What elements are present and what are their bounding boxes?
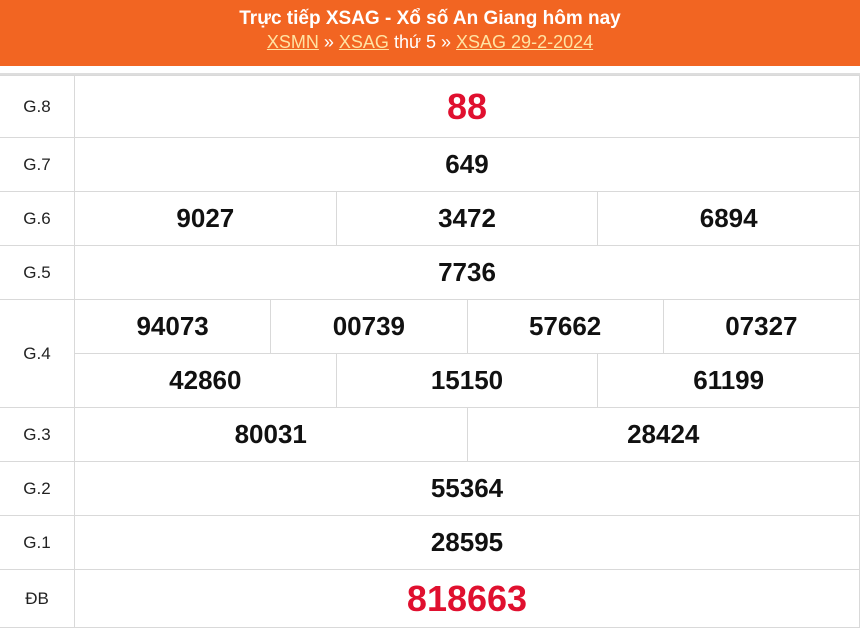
prize-label: G.5 <box>0 245 75 300</box>
prize-number: 15150 <box>335 354 598 407</box>
prize-number: 94073 <box>136 311 209 341</box>
prize-row-g3: G.3 80031 28424 <box>0 407 860 462</box>
breadcrumb: XSMN » XSAG thứ 5 » XSAG 29-2-2024 <box>0 30 860 54</box>
prize-row-g6: G.6 9027 3472 6894 <box>0 191 860 246</box>
prize-label: G.7 <box>0 137 75 192</box>
prize-number: 80031 <box>234 419 307 449</box>
prize-number: 55364 <box>74 461 860 516</box>
prize-number: 00739 <box>270 300 466 353</box>
header: Trực tiếp XSAG - Xổ số An Giang hôm nay … <box>0 0 860 66</box>
results-table: G.8 88 G.7 649 G.6 9027 3472 6894 G.5 7736 … <box>0 75 860 628</box>
breadcrumb-xsag[interactable]: XSAG <box>338 32 389 52</box>
prize-row-g2: G.2 55364 <box>0 461 860 516</box>
breadcrumb-xsmn[interactable]: XSMN <box>266 32 319 52</box>
prize-label: G.6 <box>0 191 75 246</box>
prize-number: 28424 <box>466 408 860 461</box>
prize-label: G.1 <box>0 515 75 570</box>
prize-row-g1: G.1 28595 <box>0 515 860 570</box>
prize-row-g4: G.4 94073 00739 57662 07327 <box>0 299 860 408</box>
prize-number: 3472 <box>335 192 598 245</box>
prize-number: 61199 <box>597 354 859 407</box>
prize-number: 649 <box>74 137 860 192</box>
prize-label: G.8 <box>0 75 75 138</box>
prize-number: 7736 <box>74 245 860 300</box>
divider <box>0 66 860 75</box>
special-prize-number: 818663 <box>74 569 860 628</box>
prize-label: ĐB <box>0 569 75 628</box>
breadcrumb-date[interactable]: XSAG 29-2-2024 <box>456 32 594 52</box>
page-title: Trực tiếp XSAG - Xổ số An Giang hôm nay <box>239 8 621 29</box>
prize-number: 6894 <box>597 192 859 245</box>
prize-label: G.3 <box>0 407 75 462</box>
prize-row-g4b: 42860 15150 61199 <box>0 353 860 408</box>
prize-number: 9027 <box>176 203 235 233</box>
breadcrumb-sep: » <box>318 32 339 52</box>
prize-number: 57662 <box>466 300 663 353</box>
prize-label: G.2 <box>0 461 75 516</box>
breadcrumb-text: thứ 5 » <box>388 32 457 52</box>
prize-row-special: ĐB 818663 <box>0 569 860 628</box>
prize-label: G.4 <box>0 299 75 408</box>
prize-number: 07327 <box>662 300 859 353</box>
prize-number: 88 <box>74 75 860 138</box>
prize-row-g5: G.5 7736 <box>0 245 860 300</box>
prize-row-g8: G.8 88 <box>0 75 860 138</box>
prize-number: 42860 <box>169 365 242 395</box>
prize-row-g7: G.7 649 <box>0 137 860 192</box>
prize-number: 28595 <box>74 515 860 570</box>
